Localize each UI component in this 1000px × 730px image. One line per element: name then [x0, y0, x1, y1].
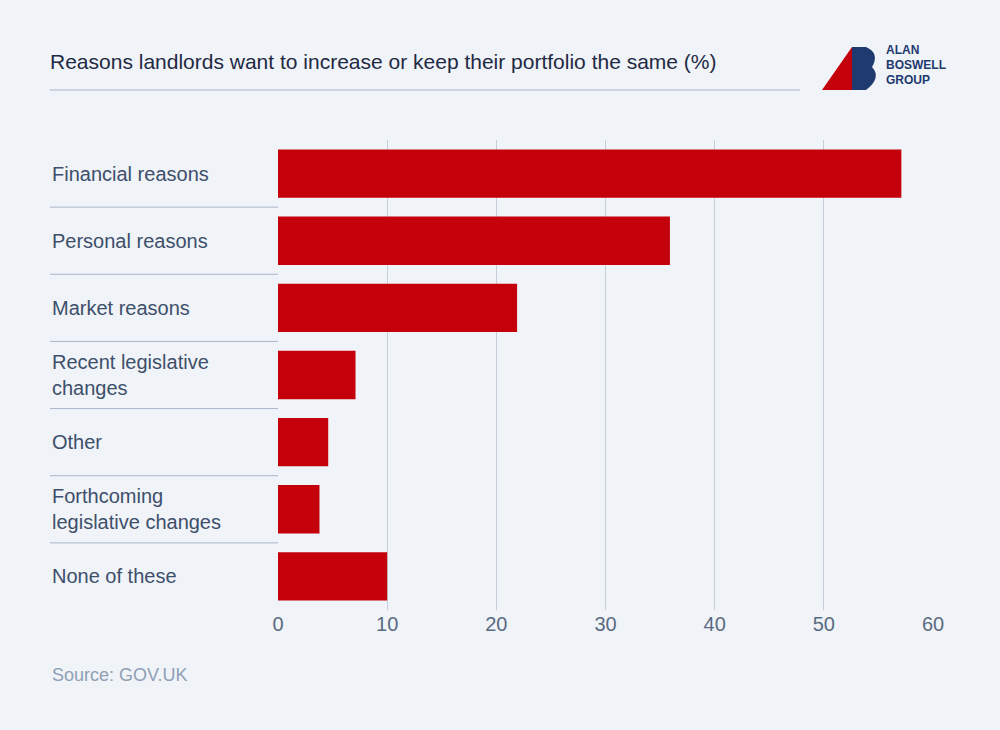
- svg-text:Recent legislativechanges: Recent legislativechanges: [52, 351, 209, 399]
- svg-text:0: 0: [272, 613, 283, 635]
- svg-text:10: 10: [376, 613, 398, 635]
- svg-text:Personal reasons: Personal reasons: [52, 230, 208, 252]
- svg-text:BOSWELL: BOSWELL: [886, 58, 946, 72]
- svg-text:60: 60: [922, 613, 944, 635]
- svg-text:20: 20: [485, 613, 507, 635]
- svg-text:Other: Other: [52, 431, 102, 453]
- svg-text:ALAN: ALAN: [886, 43, 919, 57]
- svg-text:None of these: None of these: [52, 565, 177, 587]
- svg-text:50: 50: [813, 613, 835, 635]
- svg-text:Market reasons: Market reasons: [52, 297, 190, 319]
- svg-text:GROUP: GROUP: [886, 73, 930, 87]
- svg-text:Forthcominglegislative changes: Forthcominglegislative changes: [52, 485, 221, 533]
- svg-text:30: 30: [594, 613, 616, 635]
- svg-text:Financial reasons: Financial reasons: [52, 163, 209, 185]
- svg-text:Source: GOV.UK: Source: GOV.UK: [52, 665, 187, 685]
- svg-text:40: 40: [704, 613, 726, 635]
- svg-text:Reasons landlords want to incr: Reasons landlords want to increase or ke…: [50, 50, 717, 73]
